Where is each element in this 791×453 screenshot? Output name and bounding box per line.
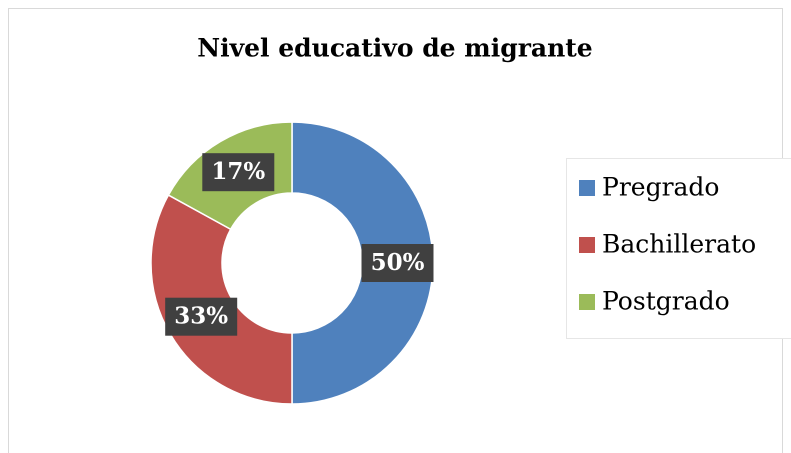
- data-label: 33%: [174, 303, 228, 330]
- legend-swatch: [579, 237, 595, 253]
- legend-label: Pregrado: [602, 173, 719, 202]
- legend-label: Postgrado: [602, 287, 730, 316]
- legend-label: Bachillerato: [602, 230, 756, 259]
- legend-swatch: [579, 180, 595, 196]
- legend-box: [566, 158, 791, 339]
- data-label-box: [202, 153, 275, 192]
- data-label-box: [165, 297, 238, 336]
- legend-swatch: [579, 294, 595, 310]
- chart-title: Nivel educativo de migrante: [197, 34, 592, 63]
- data-label: 50%: [371, 249, 425, 276]
- data-label: 17%: [211, 158, 265, 185]
- data-label-box: [361, 244, 434, 282]
